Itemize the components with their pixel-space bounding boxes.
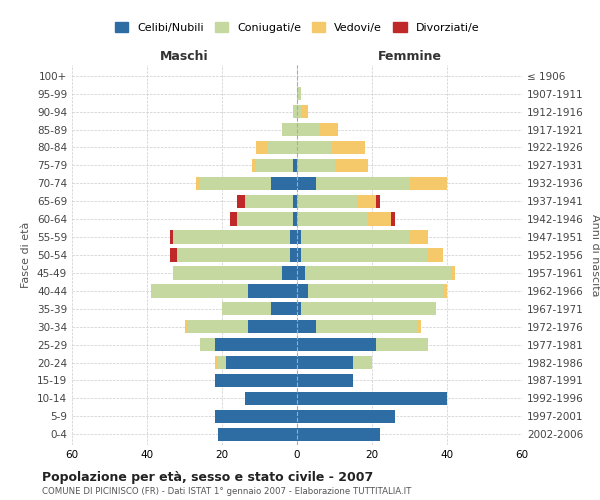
- Bar: [297, 105, 301, 118]
- Bar: [297, 284, 308, 298]
- Bar: [226, 356, 297, 370]
- Bar: [237, 194, 245, 208]
- Bar: [256, 158, 293, 172]
- Bar: [215, 410, 297, 423]
- Bar: [173, 230, 290, 244]
- Bar: [391, 212, 395, 226]
- Bar: [297, 194, 357, 208]
- Bar: [357, 194, 376, 208]
- Bar: [215, 374, 297, 387]
- Bar: [271, 176, 297, 190]
- Bar: [297, 374, 353, 387]
- Bar: [185, 320, 188, 334]
- Bar: [297, 140, 331, 154]
- Bar: [297, 212, 368, 226]
- Bar: [293, 194, 297, 208]
- Bar: [376, 338, 428, 351]
- Bar: [297, 320, 316, 334]
- Bar: [245, 194, 293, 208]
- Bar: [316, 176, 409, 190]
- Bar: [151, 284, 248, 298]
- Bar: [297, 176, 316, 190]
- Bar: [196, 176, 199, 190]
- Bar: [451, 266, 455, 280]
- Bar: [301, 248, 428, 262]
- Bar: [297, 248, 301, 262]
- Bar: [245, 392, 297, 405]
- Bar: [297, 158, 335, 172]
- Bar: [290, 248, 297, 262]
- Bar: [199, 338, 215, 351]
- Bar: [368, 212, 391, 226]
- Bar: [376, 194, 380, 208]
- Bar: [293, 158, 297, 172]
- Bar: [320, 123, 338, 136]
- Bar: [290, 230, 297, 244]
- Bar: [301, 230, 409, 244]
- Bar: [353, 356, 372, 370]
- Bar: [301, 302, 436, 316]
- Bar: [237, 212, 293, 226]
- Bar: [293, 212, 297, 226]
- Bar: [409, 230, 428, 244]
- Bar: [301, 105, 308, 118]
- Bar: [170, 248, 177, 262]
- Bar: [443, 284, 447, 298]
- Bar: [305, 266, 451, 280]
- Bar: [218, 428, 297, 441]
- Bar: [297, 338, 376, 351]
- Bar: [297, 410, 395, 423]
- Text: Maschi: Maschi: [160, 50, 209, 63]
- Bar: [428, 248, 443, 262]
- Bar: [252, 158, 256, 172]
- Text: COMUNE DI PICINISCO (FR) - Dati ISTAT 1° gennaio 2007 - Elaborazione TUTTITALIA.: COMUNE DI PICINISCO (FR) - Dati ISTAT 1°…: [42, 487, 412, 496]
- Bar: [282, 266, 297, 280]
- Bar: [218, 356, 226, 370]
- Y-axis label: Fasce di età: Fasce di età: [22, 222, 31, 288]
- Bar: [297, 123, 320, 136]
- Bar: [215, 356, 218, 370]
- Bar: [293, 105, 297, 118]
- Bar: [170, 230, 173, 244]
- Bar: [409, 176, 447, 190]
- Bar: [282, 123, 297, 136]
- Bar: [215, 338, 297, 351]
- Bar: [177, 248, 290, 262]
- Bar: [199, 176, 271, 190]
- Bar: [229, 212, 237, 226]
- Bar: [297, 392, 447, 405]
- Legend: Celibi/Nubili, Coniugati/e, Vedovi/e, Divorziati/e: Celibi/Nubili, Coniugati/e, Vedovi/e, Di…: [110, 18, 484, 37]
- Bar: [248, 320, 297, 334]
- Bar: [316, 320, 417, 334]
- Bar: [335, 158, 368, 172]
- Text: Femmine: Femmine: [377, 50, 442, 63]
- Bar: [308, 284, 443, 298]
- Bar: [188, 320, 248, 334]
- Bar: [173, 266, 282, 280]
- Bar: [331, 140, 365, 154]
- Bar: [297, 266, 305, 280]
- Bar: [297, 302, 301, 316]
- Bar: [222, 302, 271, 316]
- Bar: [271, 302, 297, 316]
- Bar: [297, 428, 380, 441]
- Y-axis label: Anni di nascita: Anni di nascita: [590, 214, 600, 296]
- Bar: [267, 140, 297, 154]
- Bar: [417, 320, 421, 334]
- Bar: [297, 87, 301, 101]
- Bar: [256, 140, 267, 154]
- Bar: [297, 230, 301, 244]
- Text: Popolazione per età, sesso e stato civile - 2007: Popolazione per età, sesso e stato civil…: [42, 472, 373, 484]
- Bar: [297, 356, 353, 370]
- Bar: [248, 284, 297, 298]
